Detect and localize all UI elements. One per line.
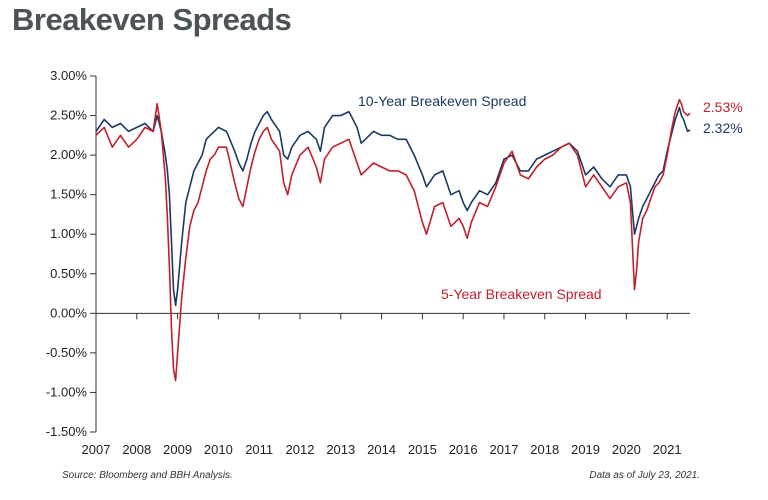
five-year-series-label: 5-Year Breakeven Spread [441,286,602,302]
chart-title: Breakeven Spreads [12,2,292,37]
x-tick-label: 2015 [408,442,437,457]
five-year-breakeven-line [95,98,691,382]
y-tick-label: -1.50% [46,424,88,439]
y-tick-label: 1.00% [50,226,87,241]
x-tick-label: 2016 [449,442,478,457]
ten-year-series-label: 10-Year Breakeven Spread [358,93,526,109]
ten-year-breakeven-line [95,106,691,307]
data-date-note: Data as of July 23, 2021. [589,470,700,481]
x-tick-label: 2020 [612,442,641,457]
x-tick-label: 2009 [163,442,192,457]
x-tick-label: 2018 [530,442,559,457]
five-year-end-value: 2.53% [703,99,743,115]
y-tick-label: 2.00% [50,147,87,162]
x-tick-label: 2007 [82,442,111,457]
y-tick-label: 3.00% [50,68,87,83]
ten-year-end-value: 2.32% [703,120,743,136]
breakeven-chart: 3.00% 2.50% 2.00% 1.50% 1.00% 0.50% 0.00% -0.50… [46,68,743,457]
x-tick-label: 2012 [286,442,315,457]
x-tick-label: 2021 [653,442,682,457]
x-tick-label: 2017 [490,442,519,457]
y-tick-label: 1.50% [50,187,87,202]
x-tick-label: 2010 [204,442,233,457]
y-tick-label: -1.00% [46,384,88,399]
source-note: Source: Bloomberg and BBH Analysis. [62,470,233,481]
x-tick-label: 2008 [122,442,151,457]
y-tick-label: -0.50% [46,345,88,360]
x-tick-label: 2019 [571,442,600,457]
x-tick-label: 2014 [367,442,396,457]
y-tick-label: 0.00% [50,305,87,320]
x-tick-label: 2013 [326,442,355,457]
y-tick-label: 2.50% [50,108,87,123]
y-tick-label: 0.50% [50,266,87,281]
x-tick-label: 2011 [245,442,273,457]
